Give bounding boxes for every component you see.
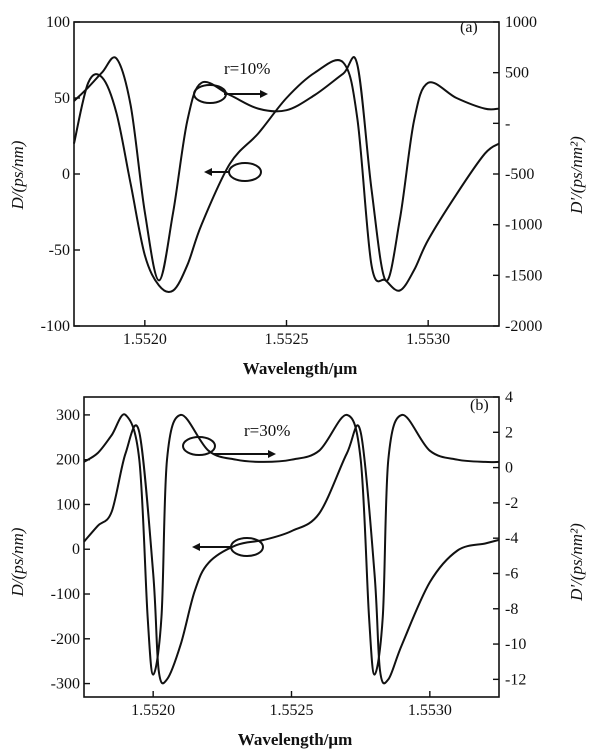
y-left-tick-label-a: -100 [41, 318, 70, 335]
y-right-tick-label-b: -10 [505, 636, 526, 653]
plot-frame-a [74, 22, 499, 326]
y-left-tick-label-a: 50 [54, 90, 70, 107]
y-right-tick-label-b: -8 [505, 601, 518, 618]
x-tick-label-a: 1.5525 [265, 331, 309, 348]
x-tick-label-b: 1.5520 [131, 702, 175, 719]
annotation-a: r=10% [224, 59, 270, 78]
y-right-tick-label-b: 4 [505, 389, 513, 406]
y-left-tick-label-b: -200 [51, 631, 80, 648]
y-right-tick-label-b: 0 [505, 460, 513, 477]
x-tick-label-b: 1.5530 [408, 702, 452, 719]
ylabel-left-a: D/(ps/nm) [8, 140, 27, 210]
panel-label-b: (b) [470, 397, 489, 414]
y-right-tick-label-a: 1000 [505, 14, 537, 31]
y-right-tick-label-a: -2000 [505, 318, 542, 335]
annotation-markers-b [183, 437, 276, 556]
x-tick-label-a: 1.5520 [123, 331, 167, 348]
arrowhead-left-b [192, 543, 200, 551]
y-left-tick-label-b: 0 [72, 541, 80, 558]
series-line-b-left [84, 414, 499, 674]
y-right-tick-label-a: 500 [505, 65, 529, 82]
y-right-tick-label-b: -2 [505, 495, 518, 512]
ylabel-right-a: D'/(ps/nm²) [567, 136, 586, 215]
y-right-tick-label-b: -4 [505, 530, 518, 547]
x-tick-label-a: 1.5530 [406, 331, 450, 348]
arrowhead-right-a [260, 90, 268, 98]
y-right-tick-label-b: -6 [505, 565, 518, 582]
series-marker-ellipse-a-right [194, 85, 226, 103]
y-right-tick-label-a: - [505, 115, 510, 132]
series-line-b-right [84, 425, 499, 683]
y-left-tick-label-b: 200 [56, 452, 80, 469]
y-right-tick-label-a: -1500 [505, 267, 542, 284]
y-left-tick-label-b: 300 [56, 407, 80, 424]
y-right-tick-label-b: -12 [505, 671, 526, 688]
y-right-tick-label-a: -1000 [505, 217, 542, 234]
y-left-tick-label-b: -300 [51, 676, 80, 693]
y-left-tick-label-a: 100 [46, 14, 70, 31]
y-left-tick-label-a: -50 [49, 242, 70, 259]
annotation-b: r=30% [244, 421, 290, 440]
y-right-tick-label-b: 2 [505, 424, 513, 441]
series-line-a-right [74, 60, 499, 292]
plot-frame-b [84, 397, 499, 697]
y-left-tick-label-b: 100 [56, 496, 80, 513]
arrowhead-left-a [204, 168, 212, 176]
y-left-tick-label-a: 0 [62, 166, 70, 183]
series-line-a-left [74, 57, 499, 281]
series-marker-ellipse-a-left [229, 163, 261, 181]
xlabel-b: Wavelength/μm [238, 730, 352, 749]
series-marker-ellipse-b-left [231, 538, 263, 556]
y-left-tick-label-b: -100 [51, 586, 80, 603]
x-tick-label-b: 1.5525 [270, 702, 314, 719]
ylabel-right-b: D'/(ps/nm²) [567, 523, 586, 602]
annotation-markers-a [194, 85, 268, 181]
ylabel-left-b: D/(ps/nm) [8, 527, 27, 597]
arrowhead-right-b [268, 450, 276, 458]
xlabel-a: Wavelength/μm [243, 359, 357, 378]
y-right-tick-label-a: -500 [505, 166, 534, 183]
